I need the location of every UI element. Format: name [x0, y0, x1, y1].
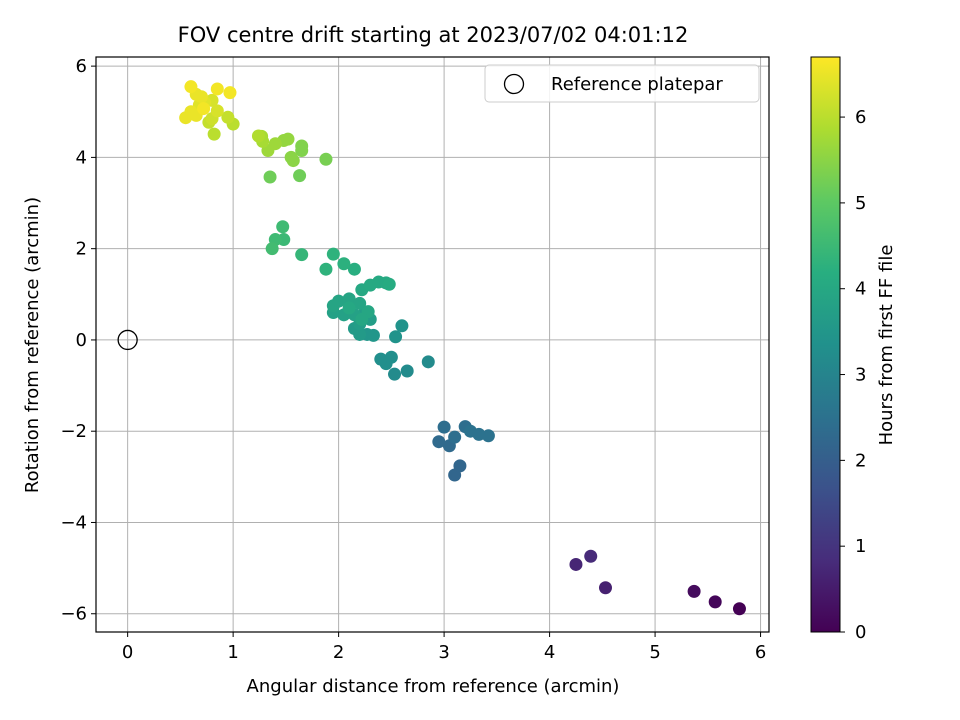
data-point — [265, 242, 279, 256]
data-point — [388, 367, 402, 381]
colorbar-tick-label: 5 — [855, 193, 866, 214]
data-point — [382, 277, 396, 291]
data-point — [319, 152, 333, 166]
data-point — [251, 129, 265, 143]
colorbar-tick-label: 6 — [855, 107, 866, 128]
data-point — [687, 584, 701, 598]
chart-title: FOV centre drift starting at 2023/07/02 … — [178, 23, 689, 47]
legend-marker-icon — [503, 73, 525, 95]
colorbar-tick-label: 2 — [855, 450, 866, 471]
y-axis-ticks: −6 −4 −2 0 2 4 6 — [60, 56, 96, 625]
x-tick-label: 2 — [333, 642, 344, 663]
data-point — [384, 350, 398, 364]
data-points — [179, 80, 746, 616]
data-point — [197, 102, 211, 116]
x-axis-ticks: 0 1 2 3 4 5 6 — [122, 632, 766, 663]
x-tick-label: 0 — [122, 642, 133, 663]
data-point — [286, 154, 300, 168]
data-point — [337, 257, 351, 271]
y-tick-label: −2 — [60, 421, 87, 442]
plot-area: 0 1 2 3 4 5 6 −6 −4 −2 0 2 4 6 — [60, 56, 770, 663]
data-point — [332, 294, 346, 308]
y-tick-label: 6 — [76, 56, 87, 77]
x-tick-label: 4 — [544, 642, 555, 663]
data-point — [400, 364, 414, 378]
data-point — [342, 292, 356, 306]
reference-marker — [117, 329, 138, 351]
legend-entry-reference: Reference platepar — [551, 74, 723, 95]
y-tick-label: 4 — [76, 147, 87, 168]
data-point — [481, 429, 495, 443]
data-point — [210, 104, 224, 118]
x-tick-label: 6 — [755, 642, 766, 663]
x-tick-label: 5 — [649, 642, 660, 663]
colorbar-gradient — [810, 56, 841, 633]
y-axis-label: Rotation from reference (arcmin) — [22, 197, 43, 493]
data-point — [437, 420, 451, 434]
data-point — [221, 110, 235, 124]
data-point — [569, 557, 583, 571]
x-axis-label: Angular distance from reference (arcmin) — [247, 676, 620, 697]
data-point — [421, 355, 435, 369]
x-tick-label: 3 — [438, 642, 449, 663]
data-point — [448, 430, 462, 444]
data-point — [453, 459, 467, 473]
data-point — [293, 169, 307, 183]
data-point — [708, 595, 722, 609]
y-tick-label: 0 — [76, 330, 87, 351]
data-point — [355, 312, 369, 326]
data-point — [207, 127, 221, 141]
legend-box — [484, 64, 760, 103]
data-point — [295, 248, 309, 262]
colorbar-tick-label: 0 — [855, 622, 866, 643]
data-point — [319, 262, 333, 276]
data-point — [326, 247, 340, 261]
data-point — [347, 262, 361, 276]
data-point — [263, 170, 277, 184]
data-point — [342, 301, 356, 315]
data-point — [472, 427, 486, 441]
colorbar-ticks: 0 1 2 3 4 5 6 — [840, 107, 866, 643]
plot-frame — [95, 56, 770, 633]
data-point — [432, 435, 446, 449]
data-point — [374, 352, 388, 366]
colorbar-tick-label: 3 — [855, 365, 866, 386]
data-point — [598, 581, 612, 595]
y-tick-label: −4 — [60, 512, 87, 533]
data-point — [732, 602, 746, 616]
colorbar: 0 1 2 3 4 5 6 Hours from first FF file — [810, 56, 897, 643]
colorbar-label: Hours from first FF file — [876, 245, 897, 446]
data-point — [353, 296, 367, 310]
data-point — [395, 319, 409, 333]
legend: Reference platepar — [484, 64, 760, 103]
data-point — [295, 139, 309, 153]
data-point — [389, 330, 403, 344]
grid-lines — [96, 57, 769, 632]
data-point — [210, 82, 224, 96]
data-point — [223, 86, 237, 100]
y-tick-label: −6 — [60, 604, 87, 625]
y-tick-label: 2 — [76, 239, 87, 260]
data-point — [184, 80, 198, 94]
colorbar-tick-label: 1 — [855, 536, 866, 557]
x-tick-label: 1 — [227, 642, 238, 663]
colorbar-tick-label: 4 — [855, 279, 866, 300]
data-point — [584, 549, 598, 563]
data-point — [276, 220, 290, 234]
